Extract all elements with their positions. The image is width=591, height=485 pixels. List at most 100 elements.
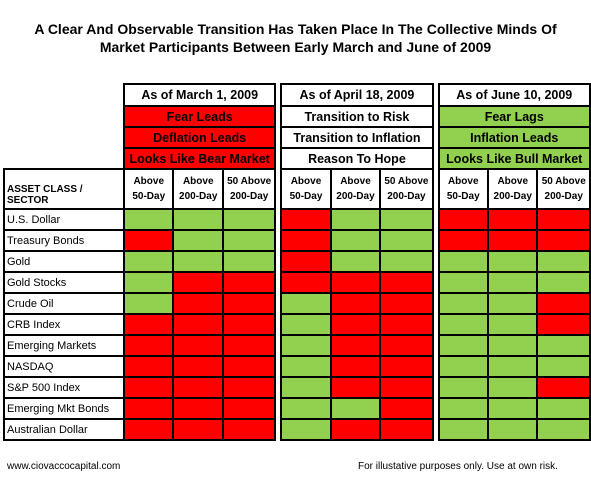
status-cell [379, 208, 434, 231]
status-cell [486, 355, 539, 378]
status-cell [221, 250, 277, 273]
asset-name: Emerging Markets [3, 334, 125, 357]
status-cell [221, 418, 277, 441]
column-header-line-1: Above [290, 176, 322, 187]
title-line-1: A Clear And Observable Transition Has Ta… [34, 21, 557, 37]
column-header-line-2: 50-Day [446, 191, 480, 202]
table-row: CRB Index [3, 313, 591, 336]
column-header: Above 200-Day [172, 168, 224, 210]
status-cell [172, 334, 224, 357]
status-cell [437, 229, 489, 252]
period-label: Fear Lags [437, 105, 591, 128]
status-cell [379, 418, 434, 441]
period-label: Transition to Inflation [280, 126, 434, 149]
column-header-line-2: 200-Day [544, 191, 583, 202]
column-gap [275, 84, 282, 106]
status-cell [486, 313, 539, 336]
status-cell [329, 313, 382, 336]
status-cell [280, 418, 332, 441]
status-cell [221, 355, 277, 378]
period-header: As of June 10, 2009 [437, 83, 591, 107]
status-cell [486, 334, 539, 357]
status-cell [379, 271, 434, 294]
status-cell [329, 355, 382, 378]
column-gap [275, 148, 282, 169]
status-cell [486, 271, 539, 294]
status-cell [280, 397, 332, 420]
status-cell [536, 271, 591, 294]
blank-corner [4, 127, 124, 148]
status-cell [486, 292, 539, 315]
column-gap [432, 377, 439, 398]
status-cell [172, 313, 224, 336]
column-gap [432, 335, 439, 356]
column-header: Above 200-Day [329, 168, 382, 210]
status-cell [437, 397, 489, 420]
title-line-2: Market Participants Between Early March … [99, 39, 492, 55]
table-row: Crude Oil [3, 292, 591, 315]
status-cell [379, 292, 434, 315]
column-gap [432, 314, 439, 335]
status-cell [329, 292, 382, 315]
column-gap [275, 251, 282, 272]
status-cell [172, 355, 224, 378]
table-row: U.S. Dollar [3, 208, 591, 231]
column-header: 50 Above 200-Day [379, 168, 434, 210]
status-cell [221, 397, 277, 420]
period-label: Reason To Hope [280, 147, 434, 170]
column-header-line-2: 200-Day [493, 191, 532, 202]
column-header: 50 Above 200-Day [221, 168, 277, 210]
status-cell [536, 355, 591, 378]
table-row: Australian Dollar [3, 418, 591, 441]
status-cell [379, 355, 434, 378]
status-cell [221, 229, 277, 252]
status-cell [437, 376, 489, 399]
status-cell [437, 208, 489, 231]
status-cell [437, 313, 489, 336]
status-cell [122, 334, 175, 357]
status-cell [437, 250, 489, 273]
status-cell [122, 271, 175, 294]
column-header-line-2: 200-Day [229, 191, 269, 202]
column-gap [275, 335, 282, 356]
column-gap [275, 293, 282, 314]
status-cell [437, 271, 489, 294]
asset-name: Crude Oil [3, 292, 125, 315]
status-cell [379, 376, 434, 399]
table-row: Treasury Bonds [3, 229, 591, 252]
asset-name: U.S. Dollar [3, 208, 125, 231]
status-cell [221, 292, 277, 315]
status-cell [172, 397, 224, 420]
column-gap [432, 398, 439, 419]
status-cell [122, 208, 175, 231]
status-cell [486, 376, 539, 399]
status-cell [486, 397, 539, 420]
status-cell [172, 292, 224, 315]
column-gap [275, 230, 282, 251]
column-gap [432, 251, 439, 272]
asset-name: S&P 500 Index [3, 376, 125, 399]
status-cell [329, 334, 382, 357]
status-cell [437, 418, 489, 441]
column-header-line-1: Above [497, 176, 528, 187]
column-gap [275, 209, 282, 230]
status-cell [379, 397, 434, 420]
column-gap [275, 398, 282, 419]
status-cell [172, 229, 224, 252]
column-gap [432, 209, 439, 230]
period-label: Looks Like Bear Market [122, 147, 277, 170]
asset-name: Australian Dollar [3, 418, 125, 441]
asset-name: Gold [3, 250, 125, 273]
column-header-line-2: 200-Day [336, 191, 375, 202]
status-cell [122, 376, 175, 399]
status-cell [221, 376, 277, 399]
column-header: Above 50-Day [437, 168, 489, 210]
status-cell [221, 313, 277, 336]
column-header-line-2: 200-Day [179, 191, 218, 202]
column-header-line-1: Above [340, 176, 371, 187]
status-cell [221, 334, 277, 357]
status-cell [122, 292, 175, 315]
column-gap [432, 84, 439, 106]
status-cell [486, 418, 539, 441]
status-cell [172, 418, 224, 441]
